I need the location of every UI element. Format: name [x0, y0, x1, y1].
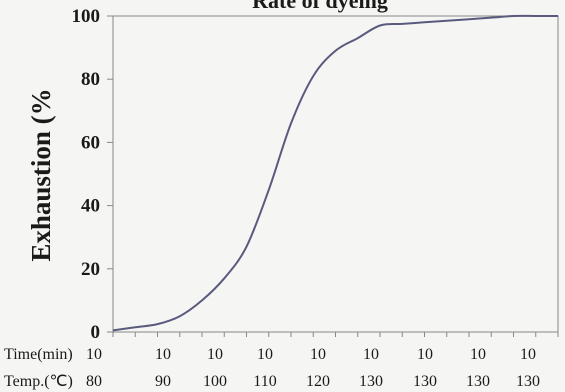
x-row-value: 10 [520, 346, 536, 363]
y-tick-label: 80 [81, 69, 100, 90]
plot-area [112, 15, 559, 333]
y-tick-label: 100 [72, 6, 101, 27]
x-axis-ticks [112, 332, 559, 337]
x-row-label: Temp.(℃) [4, 373, 73, 390]
x-row-value: 120 [306, 373, 330, 390]
x-row-value: 10 [207, 346, 223, 363]
x-row-value: 90 [155, 373, 171, 390]
y-tick-label: 40 [81, 196, 100, 217]
x-row-value: 130 [359, 373, 383, 390]
series-line [112, 14, 558, 332]
chart-title: Rate of dyeing [252, 0, 388, 13]
y-tick-label: 0 [91, 322, 101, 343]
x-row-value: 10 [257, 346, 273, 363]
x-axis-label-rows: Time(min) 10 10 10 10 10 10 10 10 10 Temp.(℃) 80 90 1… [4, 346, 540, 390]
y-axis-label: Exhaustion (% [26, 88, 56, 261]
x-row-value: 10 [417, 346, 433, 363]
x-row-value: 130 [413, 373, 437, 390]
y-tick-label: 20 [81, 259, 100, 280]
y-axis-ticks: 0 20 40 60 80 100 [72, 6, 113, 343]
x-row-value: 10 [363, 346, 379, 363]
x-row-value: 130 [466, 373, 490, 390]
y-tick-label: 60 [81, 132, 100, 153]
x-row-value: 80 [86, 373, 102, 390]
x-row-value: 10 [310, 346, 326, 363]
x-row-value: 130 [516, 373, 540, 390]
x-row-value: 10 [86, 346, 102, 363]
x-row-value: 110 [253, 373, 276, 390]
x-row-value: 10 [155, 346, 171, 363]
x-row-value: 100 [203, 373, 227, 390]
x-row-value: 10 [470, 346, 486, 363]
x-row-label: Time(min) [4, 346, 73, 363]
